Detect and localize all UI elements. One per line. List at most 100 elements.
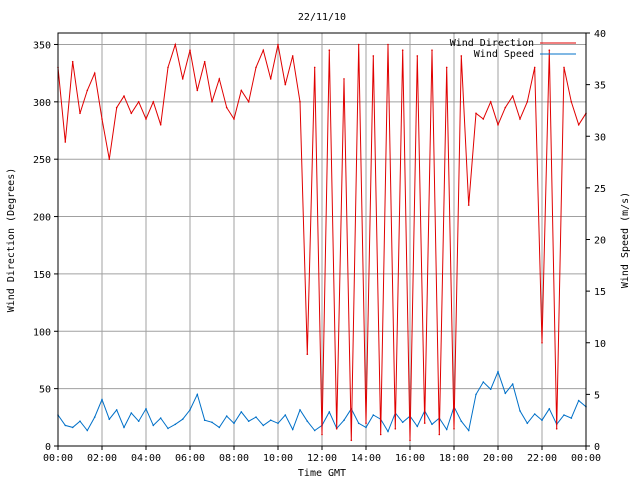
- wind-direction-point: [233, 118, 235, 120]
- y-tick-label: 350: [33, 40, 51, 51]
- y2-axis-ticks: 0 5 10 15 20 25 30 35 40: [586, 29, 606, 453]
- x-tick-label: 22:00: [527, 453, 557, 464]
- x-tick-label: 08:00: [219, 453, 249, 464]
- wind-speed-point: [504, 392, 507, 395]
- x-tick-label: 10:00: [263, 453, 293, 464]
- wind-speed-point: [277, 422, 279, 425]
- wind-direction-point: [101, 118, 103, 120]
- wind-speed-point: [313, 429, 316, 432]
- wind-direction-point: [460, 55, 463, 57]
- wind-speed-point: [416, 425, 419, 428]
- wind-speed-point: [541, 419, 543, 422]
- y-tick-label: 200: [33, 213, 51, 224]
- wind-speed-point: [401, 421, 404, 424]
- wind-speed-point: [240, 411, 243, 413]
- y2-tick-label: 25: [594, 184, 606, 195]
- x-tick-label: 16:00: [395, 453, 425, 464]
- wind-direction-point: [335, 428, 338, 430]
- wind-speed-point: [563, 414, 565, 416]
- wind-direction-point: [438, 433, 441, 436]
- wind-direction-point: [365, 422, 367, 424]
- wind-speed-point: [387, 430, 389, 433]
- x-axis-ticks: 00:00 02:00 04:00 06:00 08:00 10:00 12:00 14:00…: [43, 446, 601, 464]
- wind-direction-point: [313, 66, 316, 69]
- wind-direction-point: [277, 43, 279, 46]
- wind-speed-point: [577, 399, 580, 402]
- wind-speed-point: [269, 419, 272, 422]
- x-tick-label: 06:00: [175, 453, 205, 464]
- wind-speed-point: [108, 418, 111, 421]
- wind-speed-point: [533, 413, 536, 415]
- wind-speed-point: [115, 409, 118, 411]
- wind-speed-point: [548, 408, 551, 410]
- wind-speed-point: [71, 426, 74, 429]
- y2-tick-label: 5: [594, 390, 600, 401]
- wind-direction-point: [453, 428, 455, 430]
- wind-direction-point: [269, 78, 272, 80]
- wind-direction-point: [563, 66, 565, 69]
- wind-direction-point: [291, 55, 294, 57]
- wind-direction-point: [379, 433, 382, 436]
- wind-speed-point: [233, 422, 235, 425]
- wind-speed-point: [343, 419, 345, 422]
- x-tick-label: 14:00: [351, 453, 381, 464]
- wind-direction-point: [445, 66, 448, 69]
- x-tick-label: 00:00: [571, 453, 601, 464]
- wind-speed-point: [431, 423, 433, 426]
- wind-speed-point: [262, 424, 265, 427]
- legend-label: Wind Speed: [474, 49, 534, 60]
- wind-speed-point: [255, 416, 257, 418]
- wind-speed-point: [475, 393, 477, 396]
- wind-direction-point: [431, 49, 433, 51]
- wind-direction-point: [526, 101, 529, 103]
- wind-direction-point: [401, 49, 404, 51]
- wind-speed-point: [247, 420, 250, 423]
- wind-speed-point: [372, 414, 375, 416]
- wind-direction-point: [299, 101, 301, 103]
- wind-speed-point: [152, 424, 155, 427]
- wind-speed-point: [167, 427, 169, 430]
- wind-speed-point: [101, 398, 103, 401]
- wind-direction-point: [130, 112, 133, 115]
- x-tick-label: 04:00: [131, 453, 161, 464]
- wind-direction-point: [577, 124, 580, 126]
- wind-direction-point: [321, 433, 323, 436]
- wind-direction-point: [93, 72, 96, 74]
- wind-speed-point: [526, 422, 529, 425]
- wind-speed-point: [467, 429, 470, 432]
- wind-direction-point: [240, 89, 243, 92]
- x-tick-label: 00:00: [43, 453, 73, 464]
- wind-direction-point: [262, 49, 265, 51]
- wind-direction-point: [123, 95, 125, 97]
- y-tick-label: 300: [33, 98, 51, 109]
- wind-speed-point: [145, 408, 147, 410]
- wind-speed-point: [489, 388, 492, 391]
- y2-tick-label: 0: [594, 442, 600, 453]
- wind-direction-point: [497, 124, 499, 126]
- wind-direction-point: [541, 342, 543, 344]
- y-tick-label: 100: [33, 327, 51, 338]
- wind-speed-point: [225, 415, 228, 417]
- wind-direction-point: [181, 78, 184, 80]
- wind-direction-point: [86, 89, 89, 92]
- wind-direction-point: [64, 141, 67, 143]
- wind-speed-point: [365, 426, 367, 429]
- wind-direction-point: [79, 112, 81, 115]
- wind-direction-point: [189, 49, 191, 51]
- series-layer: [57, 42, 587, 442]
- y-tick-label: 50: [39, 385, 51, 396]
- wind-speed-point: [570, 417, 573, 419]
- wind-speed-point: [196, 393, 199, 396]
- x-tick-label: 12:00: [307, 453, 337, 464]
- wind-speed-point: [497, 370, 499, 373]
- wind-direction-point: [284, 83, 287, 86]
- wind-speed-point: [79, 420, 81, 423]
- wind-speed-point: [291, 428, 294, 431]
- wind-speed-point: [86, 429, 89, 432]
- y2-axis-label: Wind Speed (m/s): [620, 192, 631, 288]
- wind-speed-point: [328, 411, 331, 413]
- wind-speed-point: [445, 428, 448, 431]
- wind-speed-point: [511, 383, 514, 385]
- wind-direction-point: [145, 118, 147, 120]
